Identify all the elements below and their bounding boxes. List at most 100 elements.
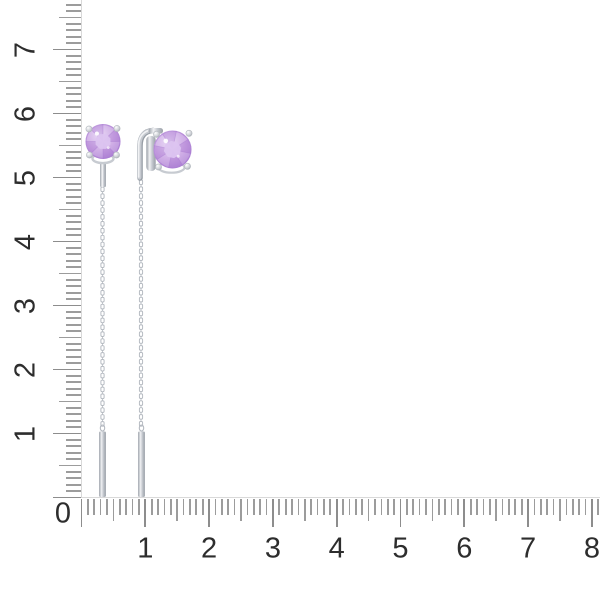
chain-link bbox=[138, 324, 144, 330]
ruler-tick bbox=[66, 330, 81, 332]
v-ruler-label-5: 5 bbox=[9, 169, 42, 186]
chain-link bbox=[100, 303, 105, 310]
chain-link bbox=[138, 414, 144, 420]
ruler-tick bbox=[66, 189, 81, 192]
chain-link bbox=[100, 276, 105, 282]
ruler-tick bbox=[482, 499, 485, 515]
chain-link bbox=[100, 248, 105, 255]
ruler-tick bbox=[66, 291, 81, 294]
ruler-tick bbox=[163, 499, 166, 515]
chain-link bbox=[100, 255, 105, 262]
h-ruler-label-5: 5 bbox=[392, 532, 409, 565]
ruler-tick bbox=[501, 499, 504, 515]
ruler-tick bbox=[66, 362, 81, 364]
chain-link bbox=[138, 214, 144, 220]
v-ruler-label-6: 6 bbox=[9, 105, 42, 122]
ruler-tick bbox=[66, 151, 81, 153]
h-ruler-label-4: 4 bbox=[328, 532, 345, 565]
ruler-tick bbox=[59, 144, 81, 147]
ruler-tick bbox=[66, 490, 81, 492]
ruler-tick bbox=[106, 499, 108, 515]
gem-sparkle bbox=[163, 138, 169, 144]
ruler-tick bbox=[66, 375, 81, 377]
ruler-tick bbox=[66, 29, 81, 32]
chain-link bbox=[100, 290, 105, 296]
ruler-tick bbox=[66, 163, 81, 166]
gem-facet-line bbox=[156, 153, 167, 161]
v-ruler-label-7: 7 bbox=[9, 41, 42, 58]
right-prongs bbox=[153, 129, 193, 171]
gem-girdle bbox=[153, 130, 192, 169]
ruler-tick bbox=[59, 336, 81, 339]
ruler-tick bbox=[66, 202, 81, 204]
v-ruler-label-4: 4 bbox=[9, 233, 42, 250]
prong bbox=[113, 125, 121, 132]
ruler-tick bbox=[66, 35, 81, 38]
chain-link bbox=[138, 310, 144, 317]
ruler-tick bbox=[540, 499, 542, 515]
ruler-tick bbox=[53, 304, 81, 307]
ruler-tick bbox=[514, 499, 517, 515]
chain-link bbox=[100, 421, 105, 427]
gem-table bbox=[95, 134, 111, 149]
ruler-tick bbox=[552, 499, 555, 515]
ruler-tick bbox=[329, 499, 332, 515]
ruler-tick bbox=[169, 499, 172, 515]
ruler-tick bbox=[66, 227, 81, 230]
ruler-tick bbox=[59, 208, 81, 211]
ruler-tick bbox=[463, 499, 466, 527]
gem-facet-line bbox=[180, 150, 192, 154]
ruler-tick bbox=[66, 55, 81, 57]
ruler-tick bbox=[66, 42, 81, 44]
v-ruler-label-3: 3 bbox=[9, 297, 42, 314]
ruler-tick bbox=[66, 477, 81, 480]
ruler-tick bbox=[53, 112, 81, 115]
prong bbox=[155, 163, 162, 171]
ruler-tick bbox=[361, 499, 364, 515]
ruler-tick bbox=[457, 499, 459, 515]
left-threader-bar bbox=[99, 431, 106, 497]
ruler-tick bbox=[571, 499, 574, 515]
ruler-tick bbox=[380, 499, 383, 515]
ruler-tick bbox=[310, 499, 313, 515]
ruler-tick bbox=[66, 131, 81, 134]
ruler-tick bbox=[591, 499, 593, 527]
chain-link bbox=[138, 421, 144, 427]
ruler-tick bbox=[66, 394, 81, 396]
ruler-tick bbox=[316, 499, 319, 515]
ruler-tick bbox=[227, 499, 230, 515]
chain-link bbox=[138, 358, 144, 365]
chain-link bbox=[100, 214, 105, 220]
prong bbox=[184, 162, 191, 170]
ruler-tick bbox=[233, 499, 236, 515]
chain-link bbox=[138, 289, 144, 296]
chain-link bbox=[138, 407, 144, 413]
chain-link bbox=[100, 186, 105, 193]
ruler-tick bbox=[118, 499, 121, 515]
chain-link bbox=[100, 400, 105, 406]
ruler-tick bbox=[66, 259, 81, 262]
gem-facet-line bbox=[153, 145, 165, 149]
ruler-tick bbox=[66, 266, 81, 268]
chain-link bbox=[138, 365, 144, 372]
right-chain-connector bbox=[138, 424, 145, 432]
chain-link bbox=[100, 379, 105, 386]
prong bbox=[113, 151, 120, 159]
chain-link bbox=[138, 296, 144, 303]
ruler-tick bbox=[323, 499, 325, 515]
ruler-tick bbox=[431, 499, 434, 521]
ruler-tick bbox=[444, 499, 447, 515]
chain-link bbox=[100, 234, 105, 241]
ruler-tick bbox=[488, 499, 491, 515]
chain-link bbox=[100, 221, 105, 227]
earring-left bbox=[85, 123, 121, 497]
ruler-tick bbox=[66, 119, 81, 121]
ruler-tick bbox=[291, 499, 293, 515]
chain-link bbox=[100, 365, 105, 372]
ruler-tick bbox=[66, 407, 81, 409]
ruler-tick bbox=[418, 499, 421, 515]
ruler-tick bbox=[59, 400, 81, 403]
earring-right bbox=[137, 127, 193, 497]
ruler-tick bbox=[597, 499, 600, 515]
h-ruler-label-1: 1 bbox=[137, 532, 154, 565]
